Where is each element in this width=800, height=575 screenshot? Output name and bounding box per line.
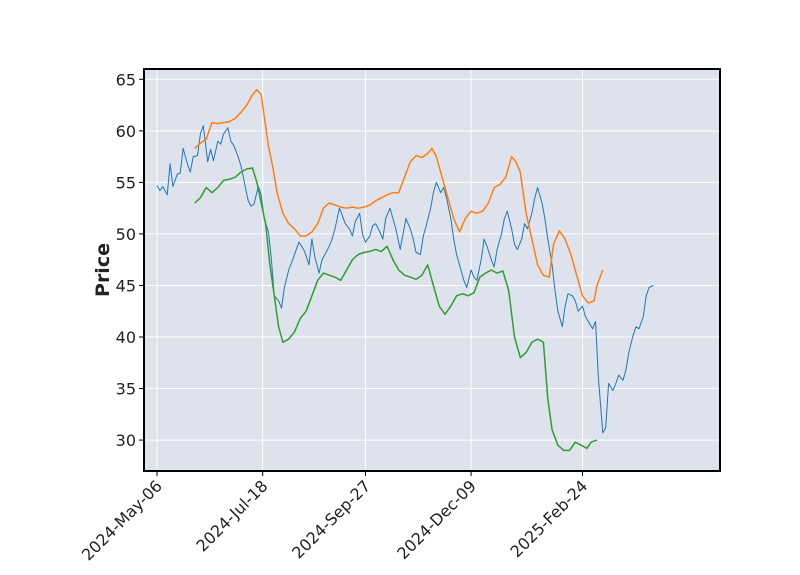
y-tick-label: 55 (116, 173, 136, 192)
series-line-upper_band (194, 88, 604, 304)
y-tick-label: 45 (116, 276, 136, 295)
x-tick-label: 2024-May-06 (78, 476, 166, 564)
y-axis-title: Price (92, 243, 114, 297)
x-tick-label: 2025-Feb-24 (507, 476, 592, 561)
series-lines (156, 88, 654, 452)
series-line-price (156, 125, 654, 434)
y-tick-label: 40 (116, 328, 136, 347)
x-tick-label: 2024-Sep-27 (288, 476, 374, 562)
y-tick-label: 65 (116, 70, 136, 89)
x-axis-ticks: 2024-May-06 2024-Jul-18 2024-Sep-27 2024-De… (78, 471, 591, 564)
plot-frame (143, 68, 721, 472)
y-axis-ticks: 30 35 40 45 50 55 60 65 (116, 70, 144, 450)
gridlines (144, 69, 720, 471)
y-tick-label: 35 (116, 380, 136, 399)
series-line-lower_band (194, 167, 598, 452)
plot-background (144, 69, 720, 471)
y-tick-label: 50 (116, 225, 136, 244)
x-tick-label: 2024-Jul-18 (192, 476, 271, 555)
y-tick-label: 60 (116, 122, 136, 141)
x-tick-label: 2024-Dec-09 (393, 476, 480, 563)
y-tick-label: 30 (116, 431, 136, 450)
